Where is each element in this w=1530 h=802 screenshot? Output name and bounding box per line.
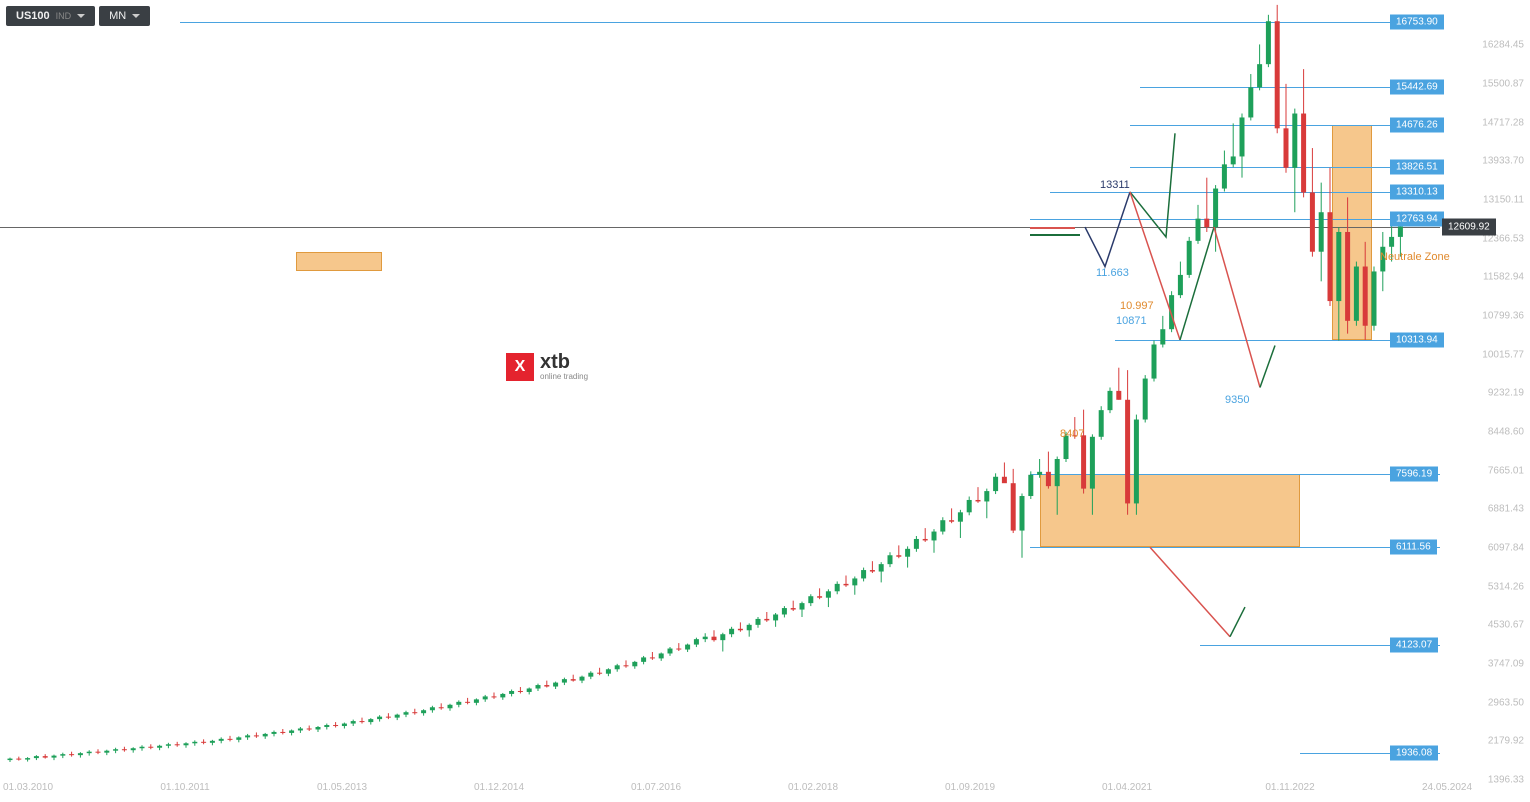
chart-annotation: 10.997 bbox=[1120, 300, 1154, 312]
price-level-label: 13826.51 bbox=[1390, 159, 1444, 174]
y-tick: 8448.60 bbox=[1488, 426, 1524, 437]
y-tick: 4530.67 bbox=[1488, 620, 1524, 631]
symbol-name: US100 bbox=[16, 10, 50, 22]
x-tick: 01.04.2021 bbox=[1102, 782, 1152, 793]
chart-toolbar: US100 IND MN bbox=[6, 6, 150, 26]
y-tick: 9232.19 bbox=[1488, 388, 1524, 399]
y-tick: 1396.33 bbox=[1488, 775, 1524, 786]
y-tick: 16284.45 bbox=[1482, 40, 1524, 51]
chevron-down-icon bbox=[77, 14, 85, 18]
current-price-label: 12609.92 bbox=[1442, 218, 1496, 235]
price-level-label: 12763.94 bbox=[1390, 211, 1444, 226]
y-tick: 6881.43 bbox=[1488, 504, 1524, 515]
x-tick: 01.05.2013 bbox=[317, 782, 367, 793]
chart-annotation: Neutrale Zone bbox=[1380, 251, 1450, 263]
x-tick: 01.07.2016 bbox=[631, 782, 681, 793]
price-level-label: 13310.13 bbox=[1390, 184, 1444, 199]
price-level-label: 15442.69 bbox=[1390, 79, 1444, 94]
y-tick: 2963.50 bbox=[1488, 697, 1524, 708]
chart-annotation: 13311 bbox=[1100, 179, 1130, 191]
short-level-line bbox=[1030, 234, 1080, 236]
x-axis: 01.03.2010 01.10.2011 01.05.2013 01.12.2014… bbox=[0, 780, 1440, 802]
y-tick: 10015.77 bbox=[1482, 349, 1524, 360]
price-level-label: 6111.56 bbox=[1390, 540, 1437, 555]
x-tick: 01.11.2022 bbox=[1265, 782, 1314, 793]
timeframe-selector[interactable]: MN bbox=[99, 6, 150, 26]
price-level-label: 14676.26 bbox=[1390, 117, 1444, 132]
y-tick: 13933.70 bbox=[1482, 156, 1524, 167]
x-tick: 01.09.2019 bbox=[945, 782, 995, 793]
short-level-line bbox=[1030, 227, 1075, 229]
y-tick: 15500.87 bbox=[1482, 78, 1524, 89]
symbol-type: IND bbox=[56, 11, 72, 21]
projection-layer bbox=[0, 0, 1440, 780]
y-tick: 7665.01 bbox=[1488, 465, 1524, 476]
y-tick: 2179.92 bbox=[1488, 736, 1524, 747]
y-tick: 11582.94 bbox=[1483, 272, 1524, 283]
price-level-label: 16753.90 bbox=[1390, 15, 1444, 30]
chart-annotation: 11.663 bbox=[1096, 267, 1129, 279]
x-tick: 24.05.2024 bbox=[1422, 782, 1472, 793]
x-tick: 01.10.2011 bbox=[160, 782, 209, 793]
chevron-down-icon bbox=[132, 14, 140, 18]
x-tick: 01.02.2018 bbox=[788, 782, 838, 793]
chart-annotation: 8407 bbox=[1060, 428, 1084, 440]
y-tick: 6097.84 bbox=[1488, 542, 1524, 553]
y-tick: 3747.09 bbox=[1488, 658, 1524, 669]
y-tick: 13150.11 bbox=[1483, 194, 1524, 205]
y-tick: 5314.26 bbox=[1488, 581, 1524, 592]
price-level-label: 4123.07 bbox=[1390, 638, 1438, 653]
x-tick: 01.12.2014 bbox=[474, 782, 524, 793]
timeframe-label: MN bbox=[109, 10, 126, 22]
chart-annotation: 9350 bbox=[1225, 394, 1249, 406]
price-level-label: 10313.94 bbox=[1390, 332, 1444, 347]
symbol-selector[interactable]: US100 IND bbox=[6, 6, 95, 26]
y-tick: 14717.28 bbox=[1482, 117, 1524, 128]
chart-annotation: 10871 bbox=[1116, 315, 1147, 327]
y-tick: 10799.36 bbox=[1482, 310, 1524, 321]
price-level-label: 1936.08 bbox=[1390, 746, 1438, 761]
chart-plot-area[interactable]: X xtb online trading 16753.9015442.69146… bbox=[0, 0, 1440, 780]
price-level-label: 7596.19 bbox=[1390, 467, 1438, 482]
x-tick: 01.03.2010 bbox=[3, 782, 53, 793]
y-axis: 16284.45 15500.87 14717.28 13933.70 13150.11… bbox=[1440, 0, 1530, 780]
